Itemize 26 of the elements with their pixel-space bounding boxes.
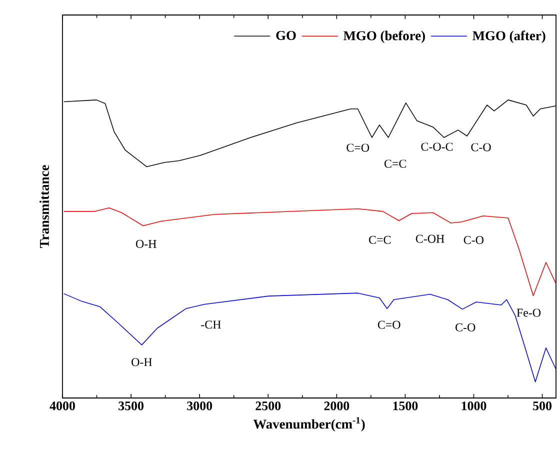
annotation: C-O <box>464 236 484 244</box>
x-tick-label: 500 <box>533 402 552 410</box>
annotation: C-O <box>456 323 476 332</box>
x-axis-title: Wavenumber(cm$^{-1}$) <box>253 417 365 432</box>
legend-label: GO <box>276 30 296 40</box>
annotation: O-H <box>132 358 152 366</box>
legend-label: MGO (before) <box>343 30 425 43</box>
x-tick-label: 2500 <box>256 402 281 410</box>
x-tick-label: 1000 <box>462 402 486 410</box>
annotation: C-OH <box>416 234 444 243</box>
annotation: -CH <box>201 320 221 329</box>
annotation: C=C <box>369 236 391 244</box>
y-axis-title: Transmittance <box>40 165 49 248</box>
x-tick-label: 2000 <box>324 402 350 410</box>
annotation: C=O <box>378 320 400 329</box>
x-tick-label: 3000 <box>187 402 212 410</box>
x-tick-label: 1500 <box>393 402 418 410</box>
annotation: C=O <box>346 144 370 152</box>
annotation: C-O-C <box>421 142 453 151</box>
x-tick-label: 4000 <box>50 402 75 410</box>
x-tick-label: 3500 <box>118 402 144 410</box>
annotation: Fe-O <box>516 308 541 317</box>
annotation: C=C <box>384 160 406 168</box>
legend-label: MGO (after) <box>472 30 546 43</box>
annotation: C-O <box>471 143 491 152</box>
annotation: O-H <box>136 240 156 248</box>
